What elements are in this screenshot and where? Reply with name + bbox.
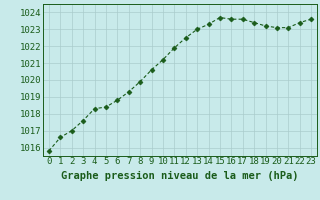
X-axis label: Graphe pression niveau de la mer (hPa): Graphe pression niveau de la mer (hPa) [61, 171, 299, 181]
